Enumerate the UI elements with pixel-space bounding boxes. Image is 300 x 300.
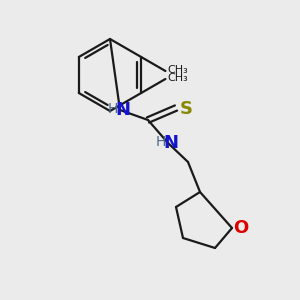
Text: N: N	[164, 134, 178, 152]
Text: N: N	[116, 101, 130, 119]
Text: CH₃: CH₃	[167, 73, 188, 83]
Text: H: H	[108, 102, 118, 116]
Text: CH₃: CH₃	[167, 65, 188, 75]
Text: S: S	[179, 100, 193, 118]
Text: H: H	[156, 135, 166, 149]
Text: O: O	[233, 219, 249, 237]
